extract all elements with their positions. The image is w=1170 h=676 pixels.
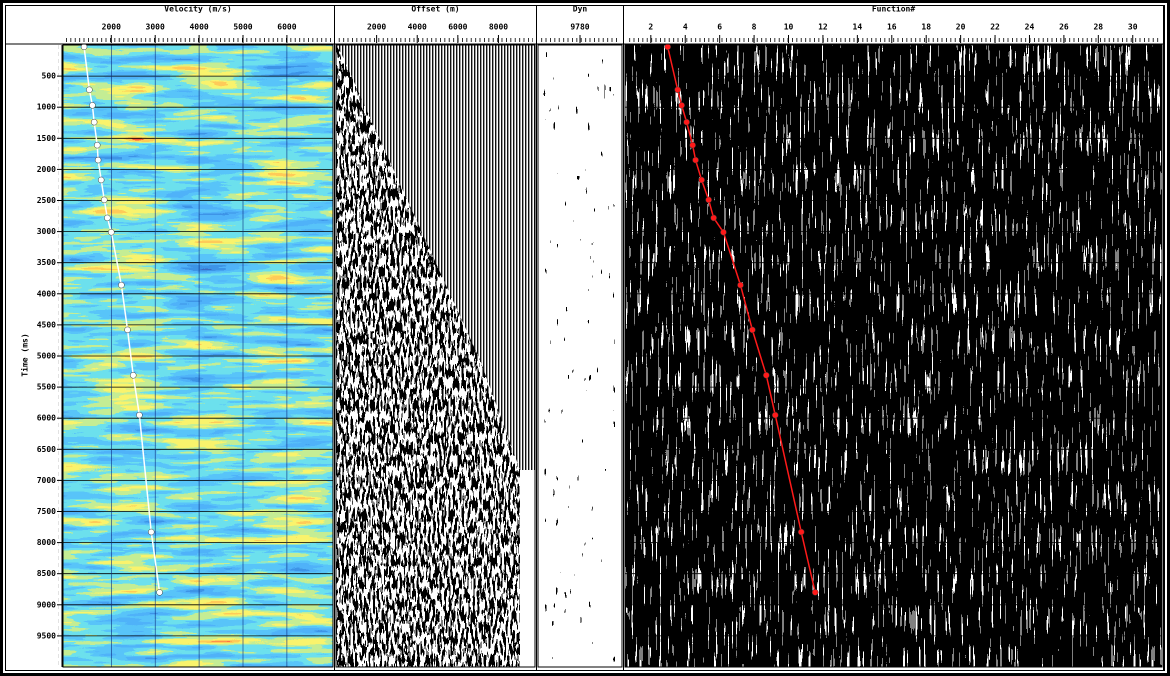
y-tick-label: 3000 — [37, 227, 56, 236]
x-tick-label: 6000 — [448, 23, 467, 32]
y-tick-label: 4500 — [37, 320, 56, 329]
velocity-pick — [94, 142, 100, 148]
panel-title: Offset (m) — [411, 5, 459, 14]
x-minor-ticks — [65, 36, 331, 43]
dyn-image — [543, 45, 617, 667]
velocity-pick — [711, 215, 717, 221]
velocity-pick — [104, 215, 110, 221]
y-tick-label: 8500 — [37, 569, 56, 578]
x-tick-label: 8 — [752, 23, 757, 32]
x-tick-label: 4 — [683, 23, 688, 32]
x-tick-label: 14 — [853, 23, 863, 32]
velocity-pick — [693, 157, 699, 163]
velocity-pick — [690, 142, 696, 148]
y-tick-label: 7000 — [37, 476, 56, 485]
panel-title: Function# — [872, 4, 916, 14]
velocity-pick — [720, 229, 726, 235]
velocity-pick — [98, 177, 104, 183]
y-tick-label: 500 — [42, 72, 57, 81]
x-tick-label: 3000 — [146, 23, 165, 32]
x-tick-label: 12 — [818, 23, 828, 32]
velocity-pick — [89, 102, 95, 108]
velocity-pick — [157, 589, 163, 595]
velocity-pick — [749, 327, 755, 333]
y-tick-label: 9500 — [37, 631, 56, 640]
x-tick-label: 6 — [717, 23, 722, 32]
x-minor-ticks — [338, 36, 533, 43]
velocity-pick — [763, 372, 769, 378]
velocity-pick — [699, 177, 705, 183]
velocity-pick — [706, 197, 712, 203]
x-tick-label: 18 — [921, 23, 931, 32]
x-tick-label: 16 — [887, 23, 897, 32]
x-tick-label: 26 — [1059, 23, 1069, 32]
velocity-pick — [108, 229, 114, 235]
y-tick-label: 4000 — [37, 289, 56, 298]
x-tick-label: 24 — [1025, 23, 1035, 32]
velocity-pick — [772, 412, 778, 418]
velocity-analysis-window: Time (ms) 500 1000 1500 2000 2500 3000 3500 400… — [0, 0, 1170, 676]
y-tick-label: 5500 — [37, 383, 56, 392]
y-tick-label: 5000 — [37, 352, 56, 361]
x-tick-label: 10 — [784, 23, 794, 32]
velocity-pick — [737, 282, 743, 288]
velocity-pick — [91, 119, 97, 125]
y-tick-label: 2500 — [37, 196, 56, 205]
velocity-pick — [130, 372, 136, 378]
y-tick-label: 8000 — [37, 538, 56, 547]
gather-white — [520, 470, 535, 667]
velocity-pick — [136, 412, 142, 418]
velocity-pick — [665, 44, 671, 50]
y-tick-label: 9000 — [37, 600, 56, 609]
velocity-pick — [148, 529, 154, 535]
x-tick-label: 30 — [1128, 23, 1138, 32]
velocity-pick — [95, 157, 101, 163]
x-tick-label: 28 — [1093, 23, 1103, 32]
velocity-pick — [118, 282, 124, 288]
velocity-pick — [812, 589, 818, 595]
velocity-pick — [675, 87, 681, 93]
x-tick-label: 4000 — [408, 23, 427, 32]
y-tick-label: 1000 — [37, 103, 56, 112]
x-tick-label: 8000 — [489, 23, 508, 32]
x-tick-label: 2000 — [102, 23, 121, 32]
panel-title: Velocity (m/s) — [164, 4, 231, 14]
y-tick-label: 3500 — [37, 258, 56, 267]
y-axis-label: Time (ms) — [20, 333, 30, 376]
y-tick-label: 7500 — [37, 507, 56, 516]
x-tick-label: 2 — [648, 23, 653, 32]
x-tick-label: 20 — [956, 23, 966, 32]
x-tick-label: 2000 — [367, 23, 386, 32]
x-tick-label: 22 — [990, 23, 1000, 32]
x-minor-ticks — [627, 36, 1160, 43]
velocity-pick — [101, 197, 107, 203]
x-tick-label: 6000 — [277, 23, 296, 32]
velocity-pick — [81, 44, 87, 50]
y-tick-label: 1500 — [37, 134, 56, 143]
velocity-pick — [684, 119, 690, 125]
x-tick-label: 5000 — [233, 23, 252, 32]
velocity-pick — [798, 529, 804, 535]
velocity-pick — [86, 87, 92, 93]
x-tick-label: 4000 — [189, 23, 208, 32]
y-tick-label: 2000 — [37, 165, 56, 174]
panel-title: Dyn — [573, 5, 588, 14]
velocity-pick — [125, 327, 131, 333]
y-tick-label: 6000 — [37, 414, 56, 423]
y-minor-ticks — [58, 45, 62, 667]
y-tick-label: 6500 — [37, 445, 56, 454]
velocity-pick — [679, 102, 685, 108]
x-tick-label: 9780 — [570, 23, 589, 32]
